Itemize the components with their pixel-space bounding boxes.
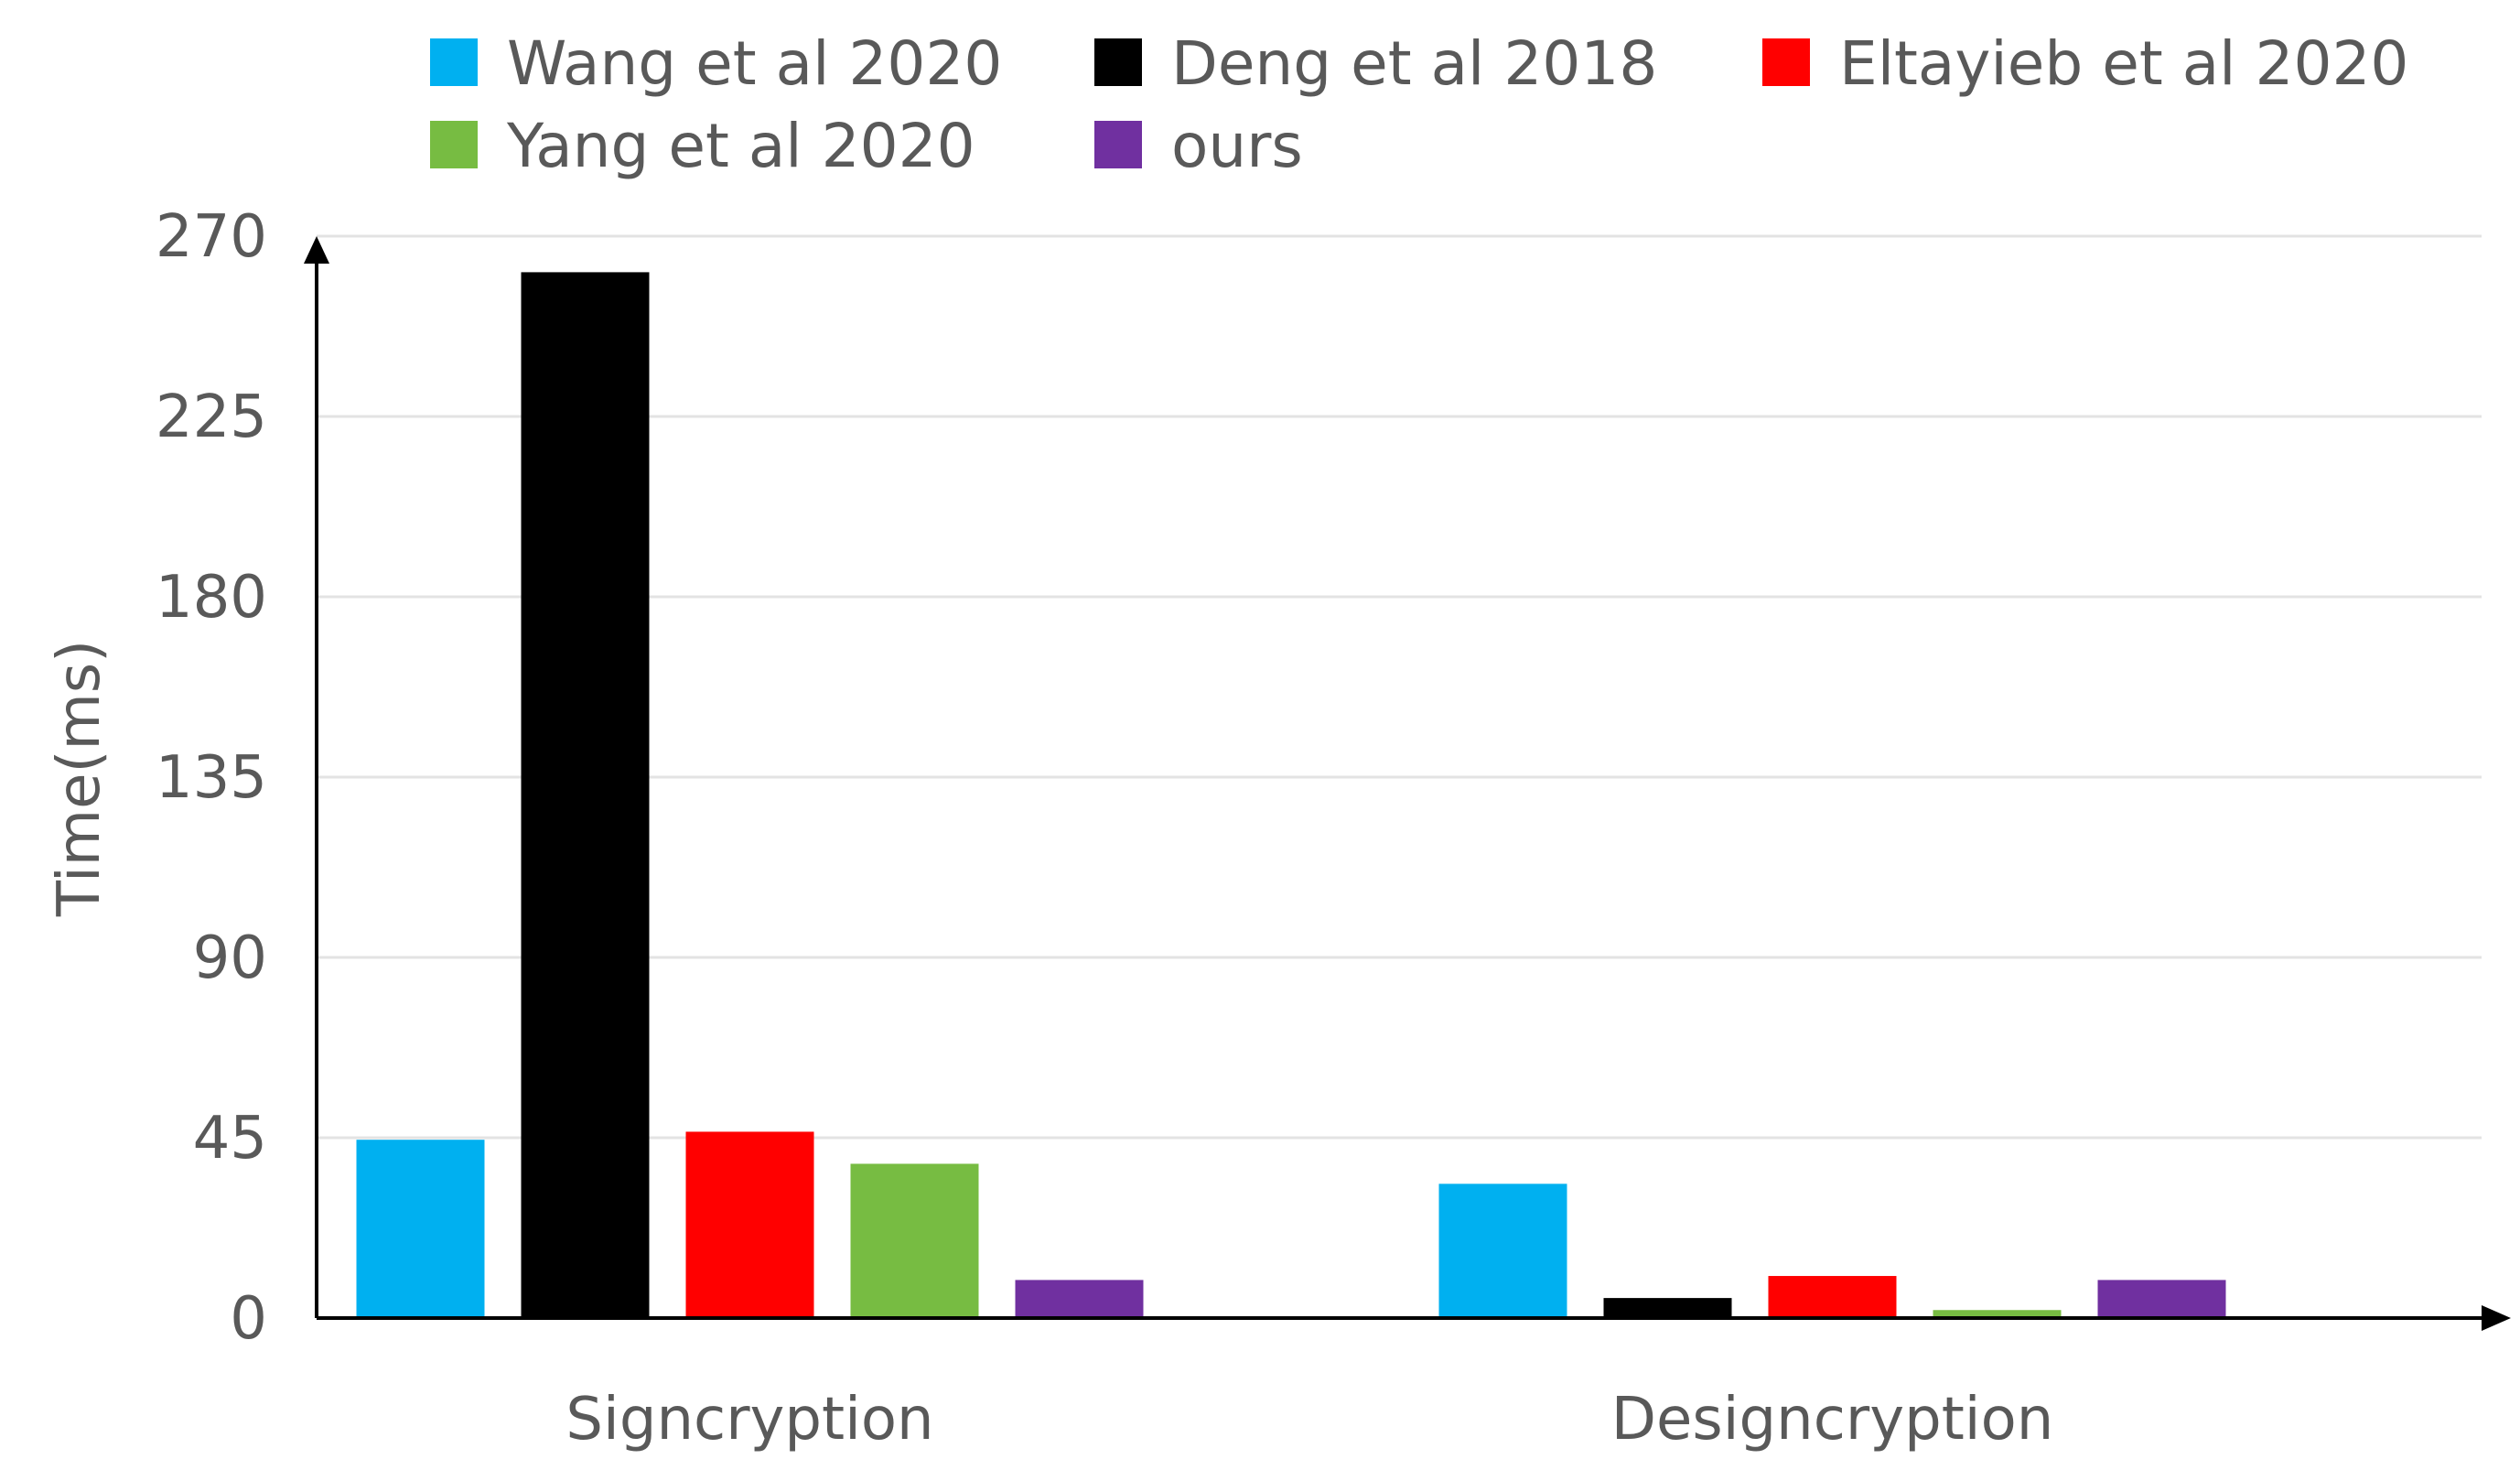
y-tick-label: 90 <box>193 924 267 992</box>
legend-swatch <box>1762 38 1810 86</box>
legend: Wang et al 2020 Deng et al 2018 Eltayieb e… <box>430 28 2408 181</box>
y-tick-labels: 0 45 90 135 180 225 270 <box>156 203 267 1353</box>
legend-label: Yang et al 2020 <box>506 111 975 181</box>
category-labels: Signcryption Designcryption <box>565 1386 2053 1454</box>
bar-deng-et-al-2018-designcryption <box>1603 1298 1732 1318</box>
bars <box>356 272 2226 1318</box>
bar-yang-et-al-2020-designcryption <box>1933 1310 2062 1318</box>
legend-label: Eltayieb et al 2020 <box>1839 28 2408 99</box>
axes <box>304 236 2511 1331</box>
legend-swatch <box>1094 38 1142 86</box>
legend-item: Eltayieb et al 2020 <box>1762 28 2408 99</box>
y-tick-label: 45 <box>193 1105 267 1173</box>
y-tick-label: 225 <box>156 384 267 451</box>
category-label: Signcryption <box>565 1386 933 1454</box>
legend-item: Deng et al 2018 <box>1094 28 1657 99</box>
y-axis-label: Time(ms) <box>46 640 113 917</box>
category-label: Designcryption <box>1611 1386 2054 1454</box>
y-tick-label: 270 <box>156 203 267 271</box>
x-axis-arrow <box>2482 1305 2511 1331</box>
legend-item: Wang et al 2020 <box>430 28 1002 99</box>
y-tick-label: 180 <box>156 564 267 632</box>
y-tick-label: 135 <box>156 744 267 812</box>
bar-ours-designcryption <box>2097 1280 2226 1318</box>
legend-item: ours <box>1094 111 1303 181</box>
bar-deng-et-al-2018-signcryption <box>521 272 650 1318</box>
y-tick-label: 0 <box>230 1285 267 1353</box>
bar-ours-signcryption <box>1015 1280 1144 1318</box>
bar-wang-et-al-2020-signcryption <box>356 1140 485 1318</box>
legend-label: ours <box>1171 111 1303 181</box>
y-axis-arrow <box>304 236 329 264</box>
bar-eltayieb-et-al-2020-designcryption <box>1768 1276 1897 1318</box>
bar-eltayieb-et-al-2020-signcryption <box>685 1131 814 1318</box>
bar-wang-et-al-2020-designcryption <box>1438 1184 1567 1318</box>
legend-label: Deng et al 2018 <box>1171 28 1657 99</box>
legend-item: Yang et al 2020 <box>430 111 975 181</box>
bar-yang-et-al-2020-signcryption <box>850 1163 979 1318</box>
legend-label: Wang et al 2020 <box>507 28 1002 99</box>
legend-swatch <box>430 121 478 168</box>
legend-swatch <box>430 38 478 86</box>
gridlines <box>317 234 2482 1140</box>
legend-swatch <box>1094 121 1142 168</box>
